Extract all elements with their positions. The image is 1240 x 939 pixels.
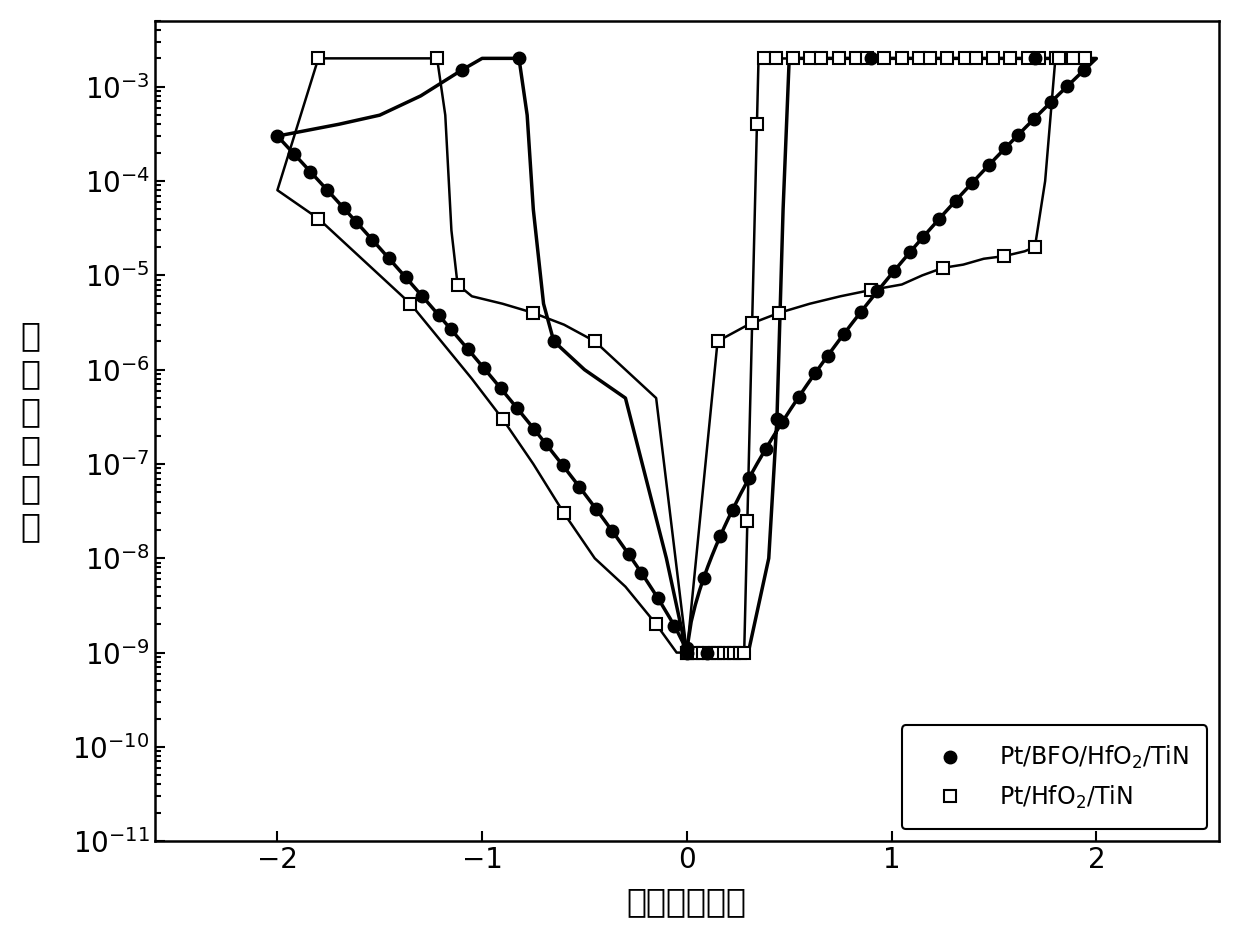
Pt/BFO/HfO$_2$/TiN bbox=[1028, 53, 1043, 64]
Pt/BFO/HfO$_2$/TiN bbox=[998, 143, 1013, 154]
Line: Pt/HfO$_2$/TiN: Pt/HfO$_2$/TiN bbox=[312, 52, 1091, 659]
Pt/HfO$_2$/TiN bbox=[745, 316, 760, 328]
Pt/HfO$_2$/TiN bbox=[588, 335, 603, 346]
Pt/BFO/HfO$_2$/TiN bbox=[915, 232, 930, 243]
Pt/BFO/HfO$_2$/TiN bbox=[981, 160, 996, 171]
Pt/HfO$_2$/TiN bbox=[711, 647, 725, 658]
X-axis label: 电压（伏特）: 电压（伏特） bbox=[627, 885, 746, 918]
Y-axis label: 电
流
（
安
培
）: 电 流 （ 安 培 ） bbox=[21, 319, 41, 543]
Pt/BFO/HfO$_2$/TiN bbox=[680, 642, 694, 654]
Pt/BFO/HfO$_2$/TiN bbox=[699, 647, 714, 658]
Pt/BFO/HfO$_2$/TiN bbox=[837, 328, 852, 339]
Pt/BFO/HfO$_2$/TiN bbox=[526, 423, 541, 435]
Legend: Pt/BFO/HfO$_2$/TiN, Pt/HfO$_2$/TiN: Pt/BFO/HfO$_2$/TiN, Pt/HfO$_2$/TiN bbox=[901, 726, 1208, 829]
Pt/BFO/HfO$_2$/TiN bbox=[680, 647, 694, 658]
Pt/HfO$_2$/TiN bbox=[831, 53, 846, 64]
Pt/HfO$_2$/TiN bbox=[733, 647, 748, 658]
Pt/HfO$_2$/TiN bbox=[680, 647, 694, 658]
Pt/BFO/HfO$_2$/TiN bbox=[949, 195, 963, 207]
Pt/HfO$_2$/TiN bbox=[680, 647, 694, 658]
Pt/HfO$_2$/TiN bbox=[1052, 53, 1066, 64]
Line: Pt/BFO/HfO$_2$/TiN: Pt/BFO/HfO$_2$/TiN bbox=[272, 52, 1090, 659]
Pt/HfO$_2$/TiN bbox=[311, 53, 326, 64]
